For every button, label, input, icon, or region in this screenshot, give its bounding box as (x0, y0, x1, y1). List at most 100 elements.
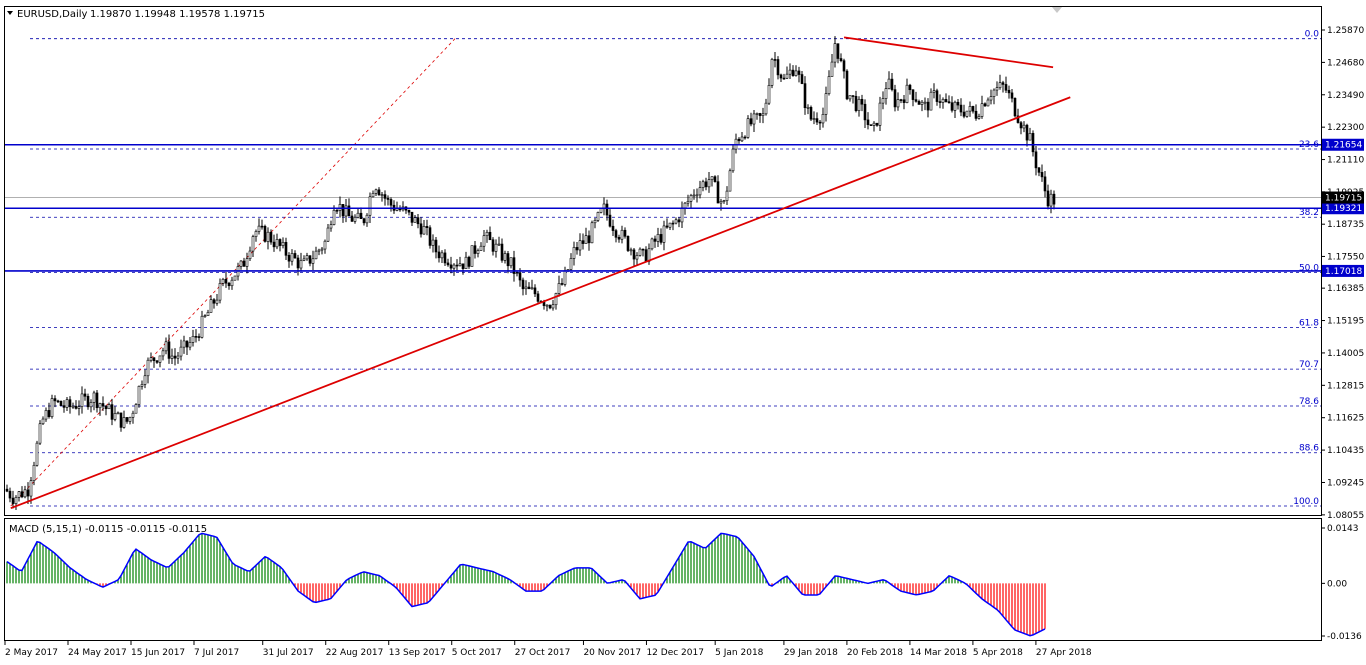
candle-body (335, 209, 339, 212)
scroll-marker-icon[interactable] (1052, 7, 1062, 13)
candle-body (608, 214, 612, 227)
candle-body (569, 258, 573, 270)
macd-tick-label: 0.00 (1327, 579, 1347, 589)
candle-body (59, 400, 63, 406)
candle-body (842, 60, 846, 72)
candle-body (143, 375, 147, 385)
candle-body (974, 110, 978, 119)
candle-body (299, 260, 303, 269)
candle-body (317, 249, 321, 252)
candle-body (431, 239, 435, 246)
time-tick-label: 15 Jun 2017 (131, 648, 185, 658)
candle-body (836, 43, 840, 59)
candle-body (158, 355, 162, 363)
candle-body (884, 88, 888, 99)
candle-body (599, 208, 603, 213)
candle-body (323, 240, 327, 250)
candle-body (584, 235, 588, 244)
candle-body (407, 209, 411, 213)
time-tick-label: 31 Jul 2017 (263, 648, 314, 658)
candle-body (428, 227, 432, 246)
candle-body (959, 104, 963, 113)
candle-body (998, 82, 1002, 88)
candle-body (617, 237, 621, 240)
trendline[interactable] (843, 36, 1054, 69)
candle-body (467, 256, 471, 267)
candle-body (512, 257, 516, 274)
candle-body (377, 189, 381, 196)
macd-tick-label: 0.0143 (1327, 524, 1359, 534)
candle-body (830, 61, 834, 77)
candle-body (794, 70, 798, 76)
level-price-text: 1.19321 (1325, 204, 1362, 214)
price-tick-label: 1.17550 (1327, 252, 1364, 262)
candle-body (632, 249, 636, 260)
candle-body (53, 398, 57, 402)
price-tick-label: 1.09245 (1327, 478, 1364, 488)
candle-body (839, 58, 843, 61)
candle-body (77, 406, 81, 409)
fib-level-label: 78.6 (1299, 397, 1319, 407)
candle-body (119, 412, 123, 428)
candle-body (863, 103, 867, 121)
trendlines[interactable] (10, 36, 1071, 510)
candle-body (554, 293, 558, 306)
fib-level-label: 50.0 (1299, 263, 1319, 273)
candle-body (311, 258, 315, 264)
candle-body (962, 111, 966, 117)
trendline[interactable] (10, 96, 1071, 510)
candle-body (641, 248, 645, 251)
candle-body (521, 279, 525, 290)
candle-body (899, 99, 903, 101)
horizontal-levels[interactable]: 1.21654 1.19321 1.17018 1.19715 (5, 138, 1364, 277)
candle-body (953, 101, 957, 111)
candle-body (71, 405, 75, 408)
time-tick-label: 12 Dec 2017 (646, 648, 704, 658)
candle-body (719, 201, 723, 204)
candle-body (875, 122, 879, 126)
price-tick-label: 1.16385 (1327, 284, 1364, 294)
candle-body (515, 272, 519, 275)
candle-body (977, 116, 981, 119)
candle-body (368, 196, 372, 216)
candle-body (869, 124, 873, 126)
candle-body (548, 304, 552, 309)
candle-body (65, 399, 69, 408)
candle-body (389, 199, 393, 206)
candle-body (1040, 172, 1044, 178)
candle-body (560, 283, 564, 285)
level-price-text: 1.21654 (1325, 141, 1362, 151)
candle-body (83, 393, 87, 397)
candle-body (476, 250, 480, 254)
candle-body (503, 253, 507, 261)
candle-body (785, 73, 789, 79)
candle-body (854, 95, 858, 111)
candle-body (749, 118, 753, 125)
candle-body (173, 355, 177, 359)
candle-body (254, 231, 258, 237)
price-tick-label: 1.24680 (1327, 58, 1364, 68)
candle-body (422, 226, 426, 235)
candle-body (611, 225, 615, 231)
candle-body (152, 357, 156, 362)
candle-body (806, 107, 810, 109)
candle-body (752, 113, 756, 125)
candle-body (41, 418, 45, 425)
level-price-text: 1.17018 (1325, 267, 1362, 277)
fib-level-label: 61.8 (1299, 319, 1319, 329)
chart-menu-triangle-icon[interactable] (7, 11, 13, 15)
candle-body (980, 103, 984, 117)
current-price-text: 1.19715 (1325, 194, 1362, 204)
candle-body (458, 263, 462, 267)
macd-pane[interactable] (4, 518, 1322, 641)
time-tick-label: 20 Feb 2018 (847, 648, 903, 658)
candle-body (653, 238, 657, 242)
candle-body (860, 98, 864, 105)
candle-body (683, 202, 687, 209)
main-pane[interactable] (4, 6, 1322, 516)
candle-body (113, 413, 117, 420)
candle-body (371, 193, 375, 198)
candle-body (485, 231, 489, 237)
candle-body (1007, 89, 1011, 94)
